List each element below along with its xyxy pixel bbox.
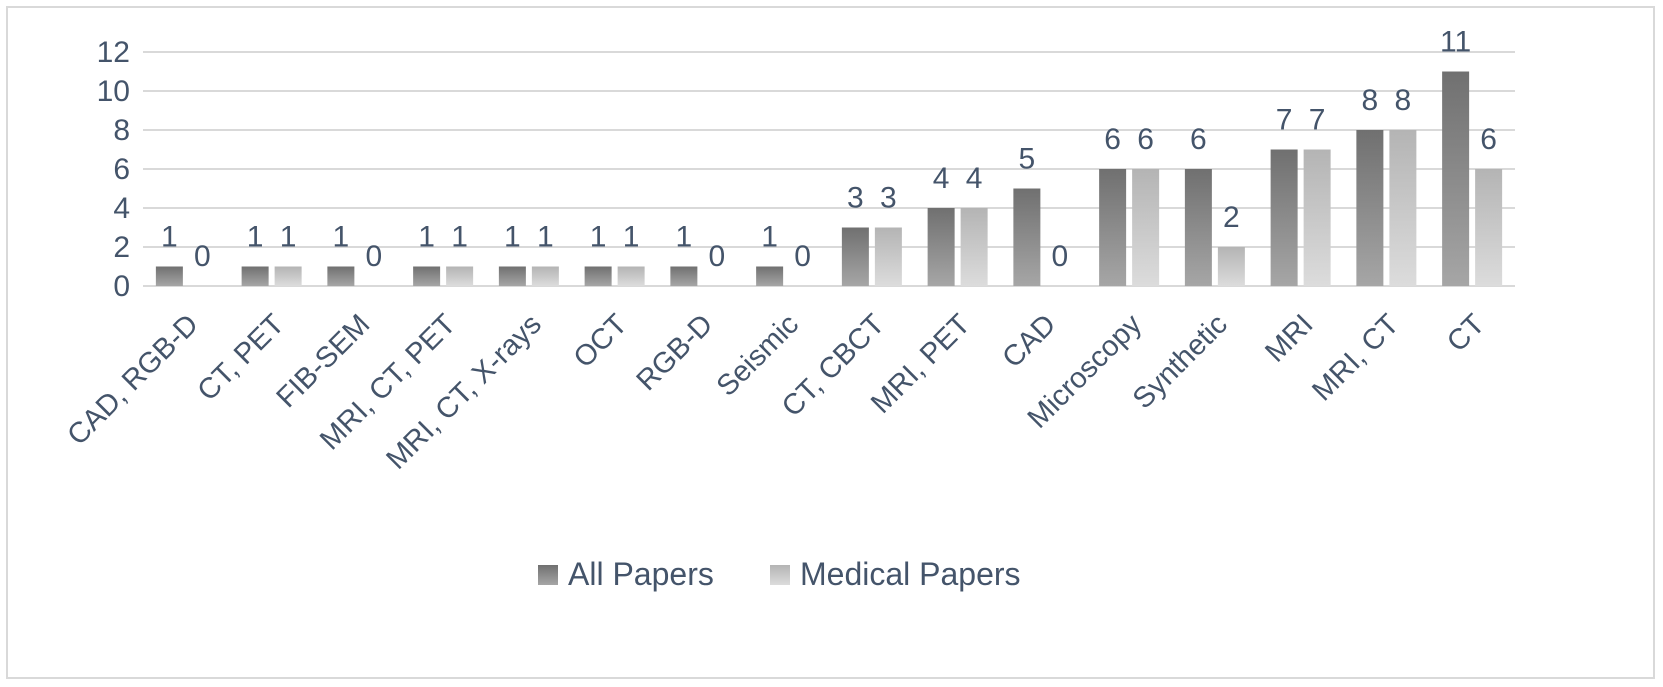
data-label-all: 6 xyxy=(1104,123,1121,156)
bar-medical xyxy=(1389,130,1417,286)
y-tick-label: 10 xyxy=(97,75,130,108)
bar-all xyxy=(584,266,612,286)
data-label-medical: 0 xyxy=(709,240,726,273)
bar-all xyxy=(1442,71,1470,286)
chart-frame xyxy=(6,6,1655,679)
bar-medical xyxy=(960,208,988,286)
bar-all xyxy=(498,266,526,286)
bar-medical xyxy=(1217,247,1245,286)
data-label-medical: 1 xyxy=(623,221,640,254)
legend-label-medical: Medical Papers xyxy=(800,556,1021,592)
bar-all xyxy=(1099,169,1127,286)
bar-medical xyxy=(874,227,902,286)
data-label-medical: 8 xyxy=(1395,84,1412,117)
bar-all xyxy=(1013,188,1041,286)
bar-all xyxy=(1356,130,1384,286)
legend-swatch-medical xyxy=(770,565,790,585)
data-label-all: 1 xyxy=(761,221,778,254)
y-tick-label: 6 xyxy=(113,153,130,186)
data-label-all: 1 xyxy=(590,221,607,254)
bar-all xyxy=(413,266,441,286)
x-tick-label: RGB-D xyxy=(631,308,720,397)
bar-all xyxy=(927,208,955,286)
bar-all xyxy=(670,266,698,286)
x-tick-label: Synthetic xyxy=(1127,308,1234,415)
bar-medical xyxy=(274,266,302,286)
data-label-all: 1 xyxy=(504,221,521,254)
x-tick-label: MRI xyxy=(1259,308,1319,368)
legend: All Papers Medical Papers xyxy=(538,556,1021,592)
y-tick-label: 2 xyxy=(113,231,130,264)
data-label-all: 8 xyxy=(1362,84,1379,117)
y-tick-label: 8 xyxy=(113,114,130,147)
x-tick-label: CAD, RGB-D xyxy=(61,308,204,451)
data-label-medical: 0 xyxy=(194,240,211,273)
data-label-all: 11 xyxy=(1440,26,1471,59)
data-label-medical: 6 xyxy=(1480,123,1497,156)
data-label-all: 6 xyxy=(1190,123,1207,156)
bar-medical xyxy=(1303,149,1331,286)
bar-medical xyxy=(617,266,645,286)
data-label-all: 1 xyxy=(676,221,693,254)
bar-all xyxy=(756,266,784,286)
data-label-medical: 6 xyxy=(1137,123,1154,156)
data-label-medical: 3 xyxy=(880,182,897,215)
data-label-all: 1 xyxy=(161,221,178,254)
bar-medical xyxy=(1132,169,1160,286)
bars xyxy=(155,71,1503,286)
y-tick-label: 4 xyxy=(113,192,130,225)
bar-all xyxy=(327,266,355,286)
x-tick-label: OCT xyxy=(568,308,634,374)
data-label-medical: 0 xyxy=(1052,240,1069,273)
x-tick-label: CAD xyxy=(996,308,1062,374)
data-label-medical: 1 xyxy=(451,221,468,254)
bar-medical xyxy=(1475,169,1503,286)
bar-all xyxy=(1184,169,1212,286)
data-label-all: 5 xyxy=(1019,143,1036,176)
x-tick-label: MRI, CT, X-rays xyxy=(381,308,548,475)
data-label-all: 1 xyxy=(333,221,350,254)
x-tick-label: MRI, CT xyxy=(1306,308,1405,407)
bar-all xyxy=(155,266,183,286)
legend-swatch-all xyxy=(538,565,558,585)
bar-medical xyxy=(531,266,559,286)
data-label-medical: 1 xyxy=(537,221,554,254)
data-label-medical: 0 xyxy=(366,240,383,273)
bar-all xyxy=(1270,149,1298,286)
data-label-medical: 2 xyxy=(1223,201,1240,234)
bar-all xyxy=(241,266,269,286)
data-label-all: 1 xyxy=(247,221,264,254)
y-tick-label: 12 xyxy=(97,36,130,69)
y-tick-label: 0 xyxy=(113,270,130,303)
data-label-medical: 1 xyxy=(280,221,297,254)
data-label-all: 4 xyxy=(933,162,950,195)
data-label-medical: 4 xyxy=(966,162,983,195)
bar-medical xyxy=(446,266,474,286)
legend-label-all: All Papers xyxy=(568,556,714,592)
data-label-all: 1 xyxy=(418,221,435,254)
y-axis: 0 2 4 6 8 10 12 xyxy=(97,36,130,303)
x-tick-label: CT xyxy=(1441,308,1491,358)
bar-all xyxy=(841,227,869,286)
data-label-all: 7 xyxy=(1276,104,1293,137)
data-label-medical: 7 xyxy=(1309,104,1326,137)
data-label-medical: 0 xyxy=(794,240,811,273)
data-label-all: 3 xyxy=(847,182,864,215)
